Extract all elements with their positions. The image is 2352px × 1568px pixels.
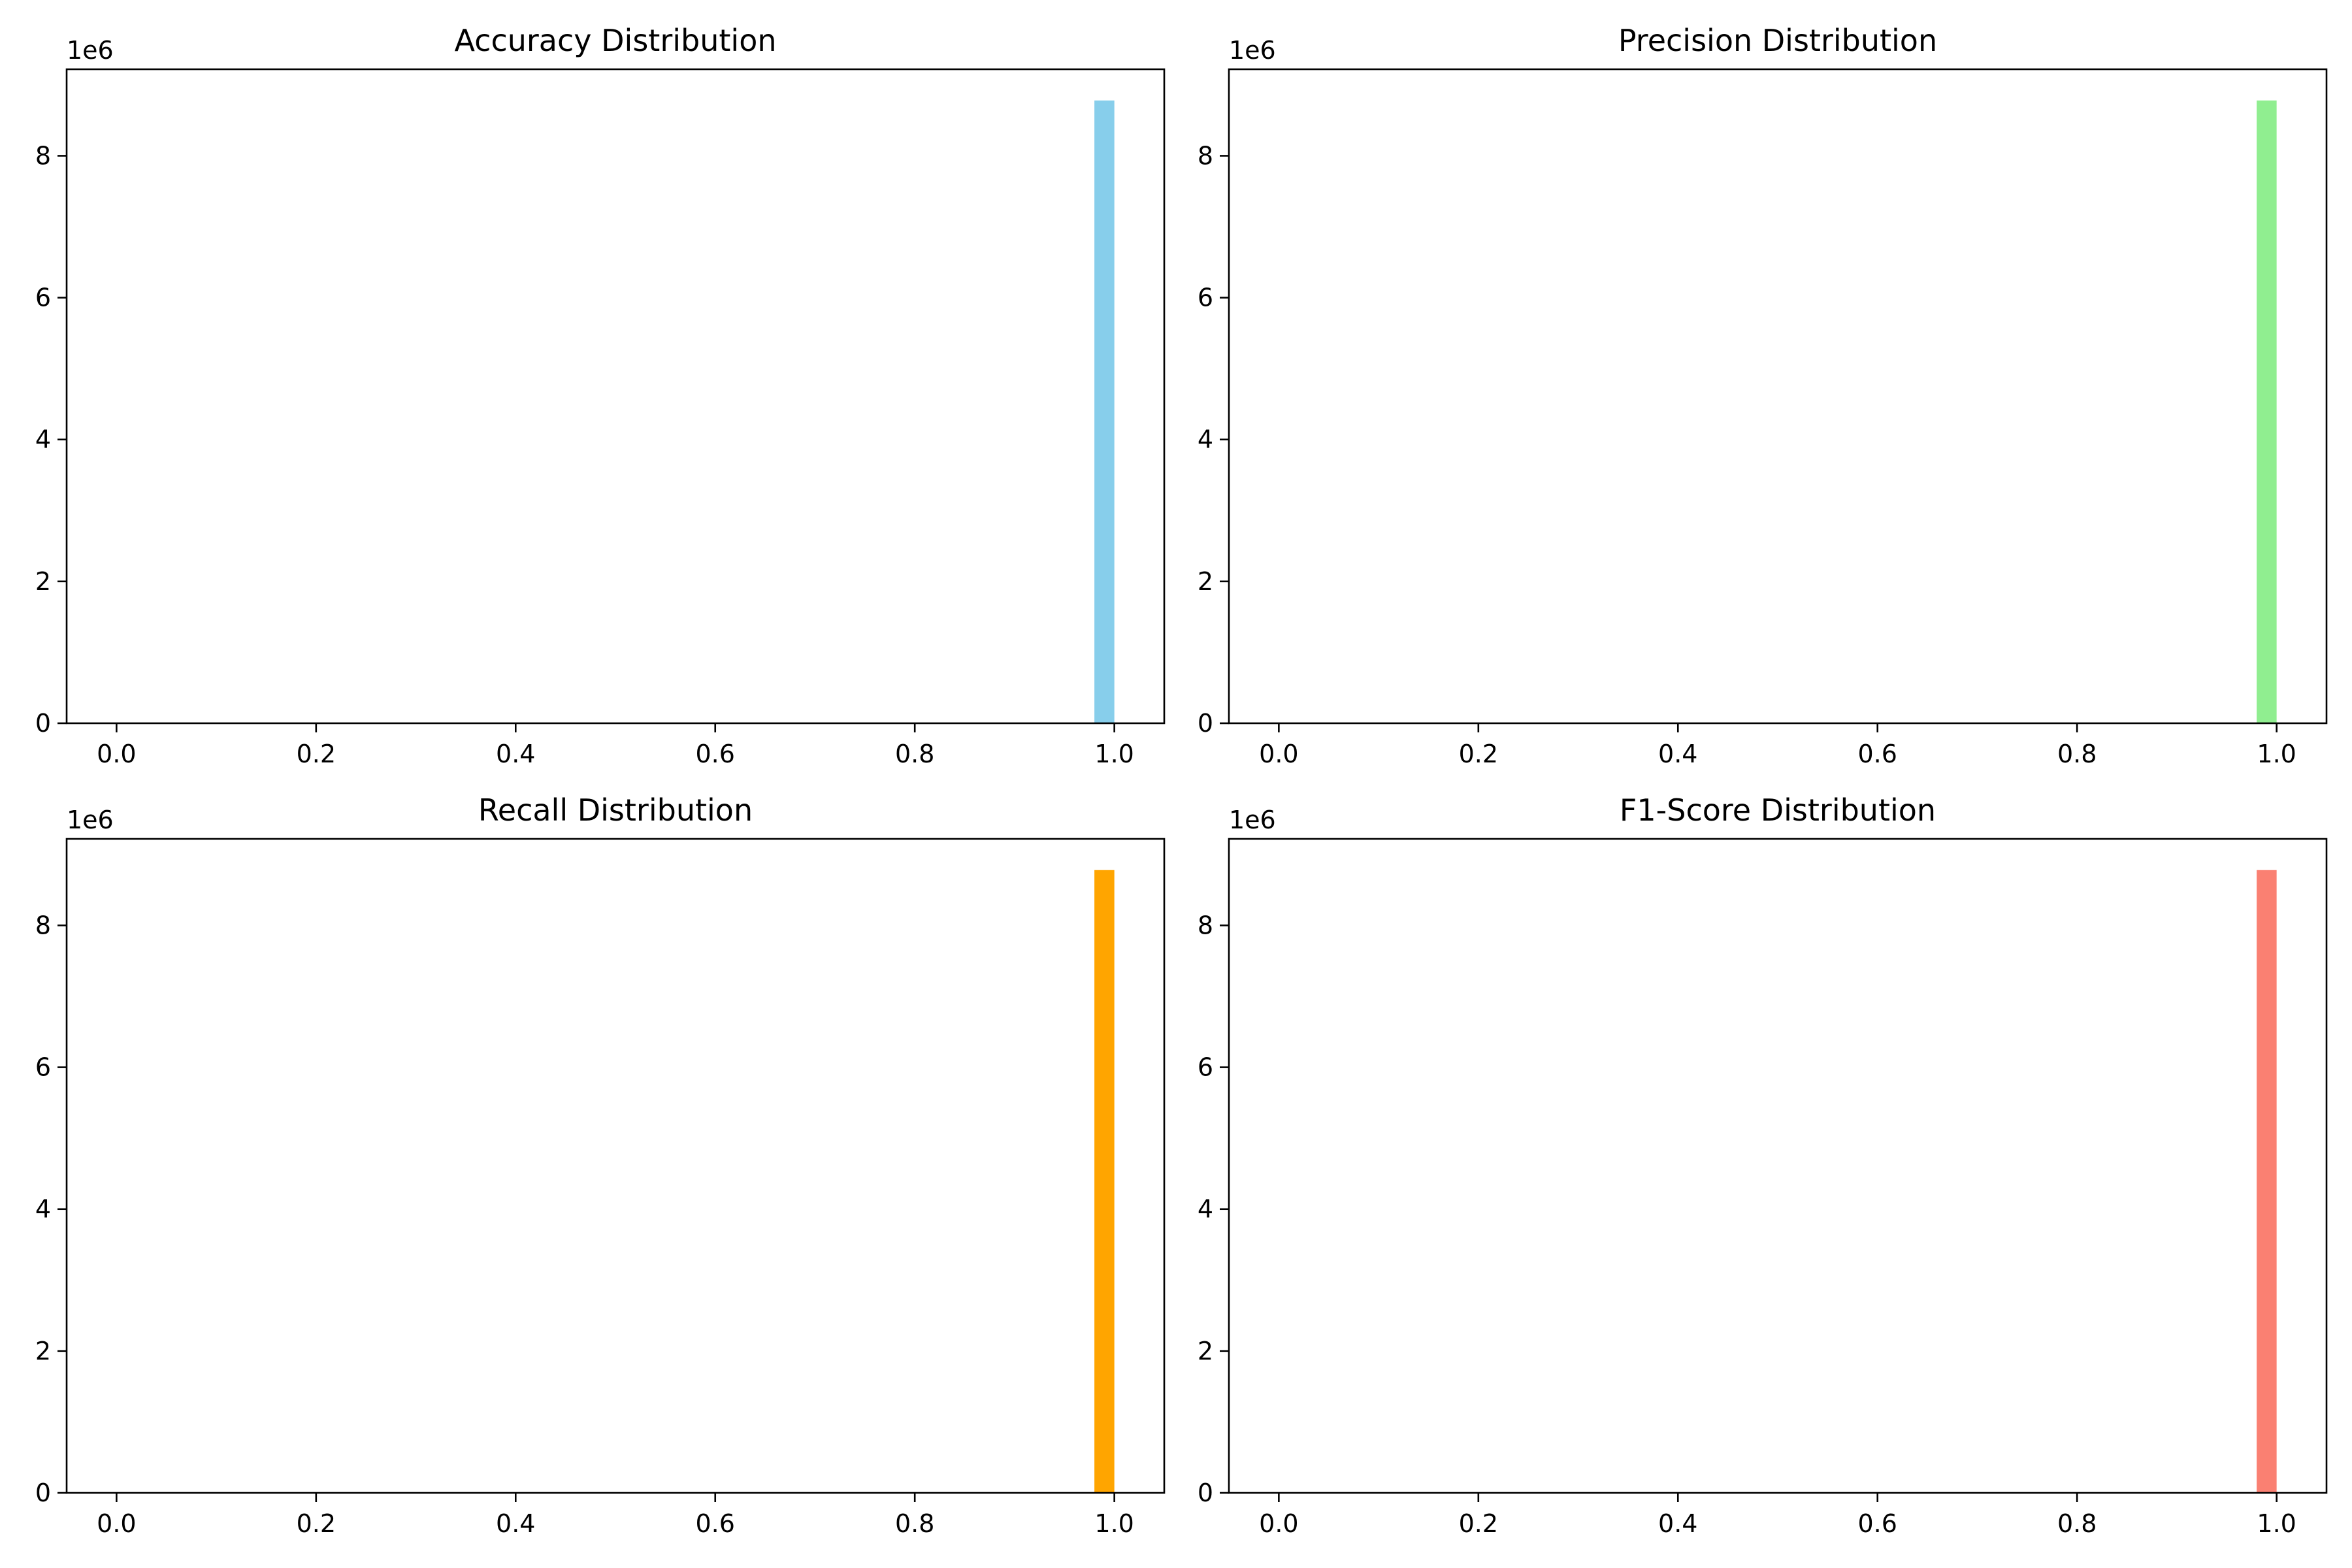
precision-y-tick-label: 2 [1198, 567, 1213, 596]
recall-x-tick-label: 0.6 [696, 1509, 735, 1538]
accuracy-y-tick-label: 2 [35, 567, 51, 596]
precision-panel: 0.0 0.2 0.4 0.6 0.8 1.0 0 2 4 6 8 1e6 Precision Dist… [1198, 23, 2328, 768]
f1-score-y-tick-label: 0 [1198, 1478, 1213, 1507]
accuracy-panel: 0.0 0.2 0.4 0.6 0.8 1.0 0 2 4 6 8 1e6 Accuracy Distr… [35, 23, 1166, 768]
recall-x-tick-label: 1.0 [1094, 1509, 1134, 1538]
accuracy-x-tick-label: 0.2 [297, 740, 336, 768]
accuracy-histogram-bar [1094, 100, 1115, 723]
accuracy-y-tick-label: 0 [35, 709, 51, 738]
recall-histogram-bar [1094, 870, 1115, 1493]
recall-y-tick-label: 4 [35, 1195, 51, 1224]
precision-y-tick-label: 0 [1198, 709, 1213, 738]
f1-score-axes-frame [1228, 838, 2328, 1494]
recall-x-tick-label: 0.8 [895, 1509, 934, 1538]
f1-score-y-tick-label: 6 [1198, 1053, 1213, 1082]
precision-y-tick-label: 4 [1198, 425, 1213, 454]
accuracy-axes-frame [65, 68, 1166, 725]
recall-panel: 0.0 0.2 0.4 0.6 0.8 1.0 0 2 4 6 8 1e6 Recall Distrib… [35, 792, 1166, 1538]
f1-score-histogram-bar [2257, 870, 2277, 1493]
f1-score-panel: 0.0 0.2 0.4 0.6 0.8 1.0 0 2 4 6 8 1e6 F1-Score Distr… [1198, 792, 2328, 1538]
accuracy-y-offset-label: 1e6 [67, 36, 114, 65]
accuracy-x-tick-label: 1.0 [1094, 740, 1134, 768]
recall-y-tick-label: 0 [35, 1478, 51, 1507]
f1-score-x-tick-label: 0.0 [1259, 1509, 1298, 1538]
recall-y-tick-label: 6 [35, 1053, 51, 1082]
accuracy-chart-title: Accuracy Distribution [455, 23, 777, 58]
f1-score-x-tick-label: 0.2 [1459, 1509, 1498, 1538]
recall-chart-title: Recall Distribution [478, 792, 753, 828]
precision-y-tick-label: 8 [1198, 141, 1213, 170]
precision-x-tick-label: 0.4 [1658, 740, 1697, 768]
recall-x-tick-label: 0.0 [97, 1509, 136, 1538]
recall-y-tick-label: 2 [35, 1337, 51, 1365]
precision-x-tick-label: 0.2 [1459, 740, 1498, 768]
accuracy-y-tick-label: 4 [35, 425, 51, 454]
precision-axes-frame [1228, 68, 2328, 725]
f1-score-y-offset-label: 1e6 [1229, 806, 1276, 834]
precision-x-tick-label: 1.0 [2257, 740, 2296, 768]
precision-y-offset-label: 1e6 [1229, 36, 1276, 65]
f1-score-x-tick-label: 0.4 [1658, 1509, 1697, 1538]
accuracy-x-tick-label: 0.8 [895, 740, 934, 768]
f1-score-chart-title: F1-Score Distribution [1620, 792, 1936, 828]
f1-score-x-tick-label: 0.6 [1858, 1509, 1897, 1538]
precision-x-tick-label: 0.8 [2057, 740, 2097, 768]
recall-axes-frame [65, 838, 1166, 1494]
accuracy-x-tick-label: 0.6 [696, 740, 735, 768]
f1-score-y-tick-label: 8 [1198, 911, 1213, 939]
precision-x-tick-label: 0.0 [1259, 740, 1298, 768]
f1-score-x-tick-label: 1.0 [2257, 1509, 2296, 1538]
f1-score-x-tick-label: 0.8 [2057, 1509, 2097, 1538]
precision-x-tick-label: 0.6 [1858, 740, 1897, 768]
recall-x-tick-label: 0.2 [297, 1509, 336, 1538]
f1-score-y-tick-label: 4 [1198, 1195, 1213, 1224]
f1-score-y-tick-label: 2 [1198, 1337, 1213, 1365]
recall-y-tick-label: 8 [35, 911, 51, 939]
accuracy-x-tick-label: 0.0 [97, 740, 136, 768]
recall-x-tick-label: 0.4 [496, 1509, 535, 1538]
accuracy-y-tick-label: 6 [35, 284, 51, 312]
accuracy-y-tick-label: 8 [35, 141, 51, 170]
recall-y-offset-label: 1e6 [67, 806, 114, 834]
accuracy-x-tick-label: 0.4 [496, 740, 535, 768]
precision-histogram-bar [2257, 100, 2277, 723]
precision-y-tick-label: 6 [1198, 284, 1213, 312]
precision-chart-title: Precision Distribution [1618, 23, 1937, 58]
